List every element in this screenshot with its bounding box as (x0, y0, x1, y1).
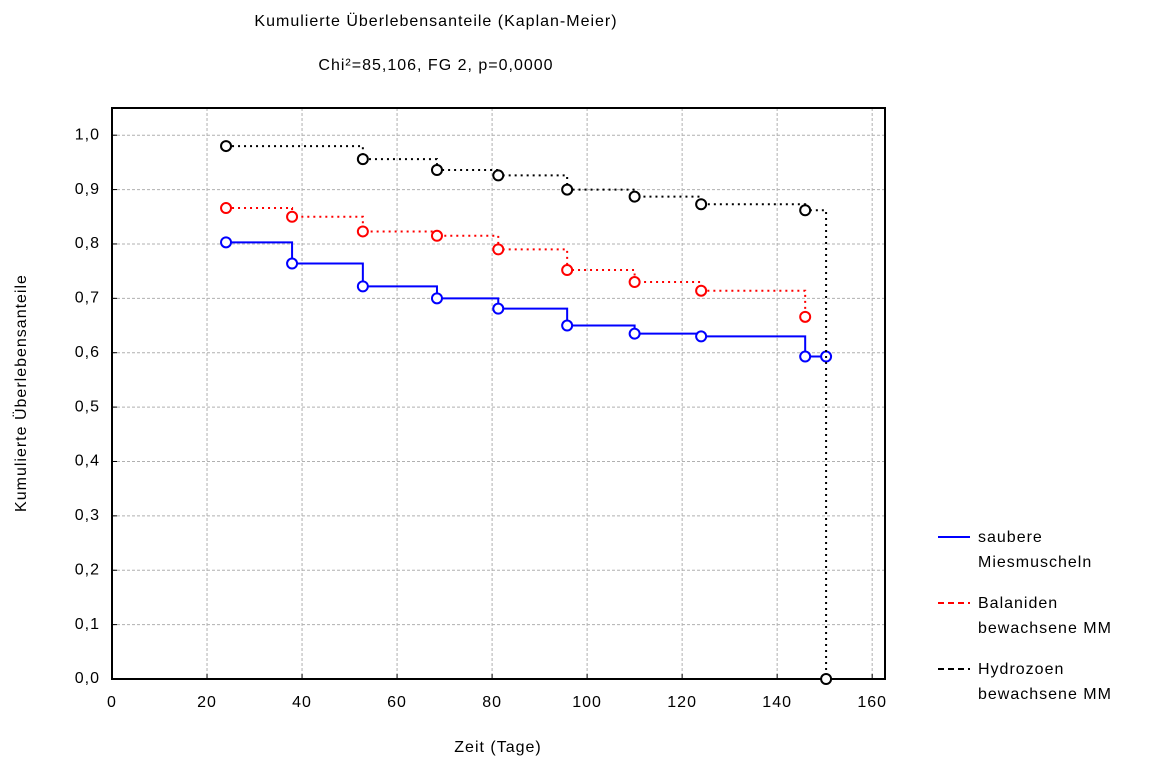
data-point (356, 225, 369, 238)
data-point (799, 204, 812, 217)
data-point (799, 310, 812, 323)
y-tick-label: 0,7 (75, 290, 100, 307)
y-tick-label: 0,0 (75, 670, 100, 687)
data-point (561, 264, 574, 277)
y-tick-label: 0,6 (75, 344, 100, 361)
data-point (695, 330, 708, 343)
x-tick-label: 80 (482, 694, 502, 711)
x-tick-label: 120 (667, 694, 697, 711)
data-point (820, 673, 833, 685)
data-point (430, 229, 443, 242)
data-point (430, 292, 443, 305)
chart-title: Kumulierte Überlebensanteile (Kaplan-Mei… (254, 12, 617, 30)
data-point (492, 169, 505, 182)
data-point (356, 280, 369, 293)
plot-frame (111, 107, 886, 680)
data-point (628, 190, 641, 203)
data-point (695, 198, 708, 211)
data-point (220, 202, 233, 215)
legend-label: saubere Miesmuscheln (978, 529, 1093, 571)
data-point (286, 210, 299, 223)
y-tick-label: 0,3 (75, 507, 100, 524)
data-point (695, 284, 708, 297)
step-line (226, 241, 827, 358)
y-tick-label: 0,5 (75, 398, 100, 415)
y-tick-label: 0,8 (75, 235, 100, 252)
x-tick-label: 60 (387, 694, 407, 711)
y-tick-label: 1,0 (75, 126, 100, 143)
x-tick-label: 160 (857, 694, 887, 711)
x-tick-label: 0 (107, 694, 117, 711)
data-point (220, 236, 233, 249)
x-tick-label: 40 (292, 694, 312, 711)
step-line (226, 207, 807, 317)
data-point (492, 302, 505, 315)
data-point (220, 140, 233, 153)
y-tick-label: 0,4 (75, 453, 100, 470)
data-point (492, 243, 505, 256)
y-tick-label: 0,2 (75, 561, 100, 578)
data-point (561, 183, 574, 196)
data-point (356, 153, 369, 166)
x-tick-label: 140 (762, 694, 792, 711)
data-point (799, 350, 812, 363)
x-tick-label: 100 (572, 694, 602, 711)
data-point (628, 276, 641, 289)
chart-subtitle: Chi²=85,106, FG 2, p=0,0000 (318, 57, 553, 74)
x-tick-label: 20 (197, 694, 217, 711)
data-point (430, 163, 443, 176)
legend-label: Hydrozoen bewachsene MM (978, 661, 1112, 703)
y-axis-label: Kumulierte Überlebensanteile (12, 274, 30, 512)
legend-label: Balaniden bewachsene MM (978, 595, 1112, 637)
x-axis-label: Zeit (Tage) (454, 739, 541, 756)
data-point (286, 257, 299, 270)
step-line (226, 145, 828, 679)
data-point (628, 327, 641, 340)
y-tick-label: 0,1 (75, 616, 100, 633)
y-tick-label: 0,9 (75, 181, 100, 198)
data-point (561, 319, 574, 332)
